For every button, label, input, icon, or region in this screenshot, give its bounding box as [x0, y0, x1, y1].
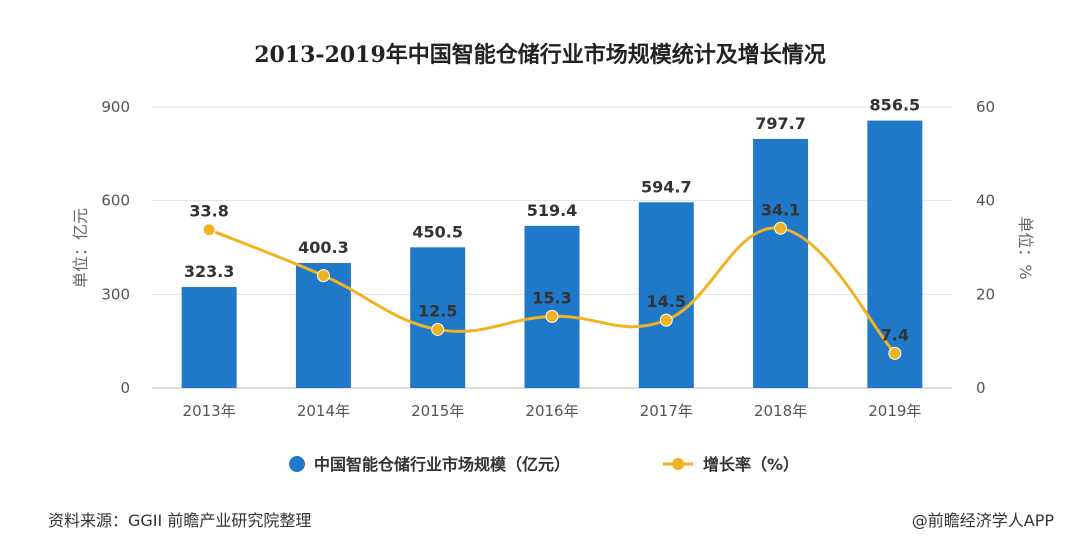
- bar-value-label: 856.5: [870, 96, 921, 115]
- legend-line-marker: [672, 458, 684, 470]
- bar-value-label: 519.4: [527, 201, 578, 220]
- right-tick-label: 40: [976, 192, 995, 210]
- bar-value-label: 797.7: [755, 114, 806, 133]
- x-tick-label: 2015年: [411, 402, 464, 420]
- legend-bar-marker: [289, 456, 305, 472]
- bar-2017年: [638, 202, 694, 388]
- x-tick-label: 2016年: [525, 402, 578, 420]
- right-tick-label: 0: [976, 379, 986, 397]
- source-note: 资料来源：GGII 前瞻产业研究院整理: [48, 511, 312, 530]
- x-tick-label: 2017年: [640, 402, 693, 420]
- credit-note: @前瞻经济学人APP: [911, 511, 1054, 530]
- bar-2018年: [753, 138, 809, 388]
- bar-value-label: 450.5: [412, 222, 463, 241]
- x-tick-label: 2018年: [754, 402, 807, 420]
- growth-value-label: 7.4: [881, 325, 909, 344]
- growth-point-2017年: [659, 313, 673, 327]
- left-tick-label: 0: [120, 379, 130, 397]
- bar-2019年: [867, 120, 923, 388]
- growth-value-label: 34.1: [761, 200, 800, 219]
- growth-point-2016年: [545, 309, 559, 323]
- line-value-labels: 33.8 12.5 15.3 14.5 34.1 7.4: [189, 200, 909, 344]
- bar-value-label: 400.3: [298, 238, 349, 257]
- bar-value-labels: 323.3 400.3 450.5 519.4 594.7 797.7 856.5: [184, 96, 920, 281]
- x-tick-label: 2013年: [183, 402, 236, 420]
- growth-point-2015年: [431, 322, 445, 336]
- growth-value-label: 12.5: [418, 301, 457, 320]
- legend-line-label: 增长率（%）: [703, 455, 799, 474]
- left-tick-label: 300: [101, 285, 130, 303]
- y-axis-right-label: 单位：%: [1016, 216, 1035, 279]
- left-tick-label: 900: [101, 98, 130, 116]
- x-axis-ticks: 2013年 2014年 2015年 2016年 2017年 2018年 2019年: [183, 402, 922, 420]
- chart-canvas: 2013-2019年中国智能仓储行业市场规模统计及增长情况 0300600900…: [71, 42, 1035, 474]
- legend-bar-label: 中国智能仓储行业市场规模（亿元）: [314, 455, 570, 474]
- bar-value-label: 594.7: [641, 177, 692, 196]
- bar-2016年: [524, 225, 580, 388]
- growth-point-2013年: [202, 223, 216, 237]
- y-axis-left-label: 单位：亿元: [71, 208, 90, 288]
- bar-2013年: [181, 287, 237, 388]
- bar-value-label: 323.3: [184, 262, 235, 281]
- right-axis-ticks: 0 20 40 60: [976, 98, 995, 397]
- left-tick-label: 600: [101, 192, 130, 210]
- bar-series: [181, 120, 923, 388]
- growth-point-2014年: [316, 269, 330, 283]
- right-tick-label: 20: [976, 285, 995, 303]
- chart-title: 2013-2019年中国智能仓储行业市场规模统计及增长情况: [254, 42, 826, 68]
- right-tick-label: 60: [976, 98, 995, 116]
- growth-value-label: 33.8: [189, 202, 228, 221]
- x-tick-label: 2019年: [868, 402, 921, 420]
- x-tick-label: 2014年: [297, 402, 350, 420]
- growth-value-label: 15.3: [532, 288, 571, 307]
- bar-2015年: [410, 247, 466, 388]
- legend: 中国智能仓储行业市场规模（亿元） 增长率（%）: [289, 455, 799, 474]
- growth-point-2018年: [774, 221, 788, 235]
- left-axis-ticks: 0 300 600 900: [101, 98, 130, 397]
- line-series: [202, 221, 902, 360]
- growth-point-2019年: [888, 346, 902, 360]
- growth-value-label: 14.5: [647, 292, 686, 311]
